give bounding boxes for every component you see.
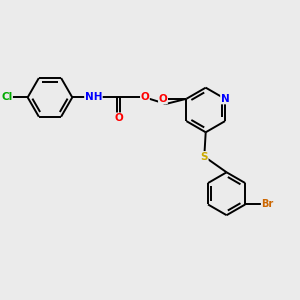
- Text: N: N: [221, 94, 230, 104]
- Text: Cl: Cl: [1, 92, 12, 102]
- Text: O: O: [140, 92, 149, 102]
- Text: O: O: [159, 94, 167, 104]
- Text: NH: NH: [85, 92, 102, 102]
- Text: O: O: [114, 113, 123, 123]
- Text: Br: Br: [261, 200, 274, 209]
- Text: S: S: [200, 152, 208, 162]
